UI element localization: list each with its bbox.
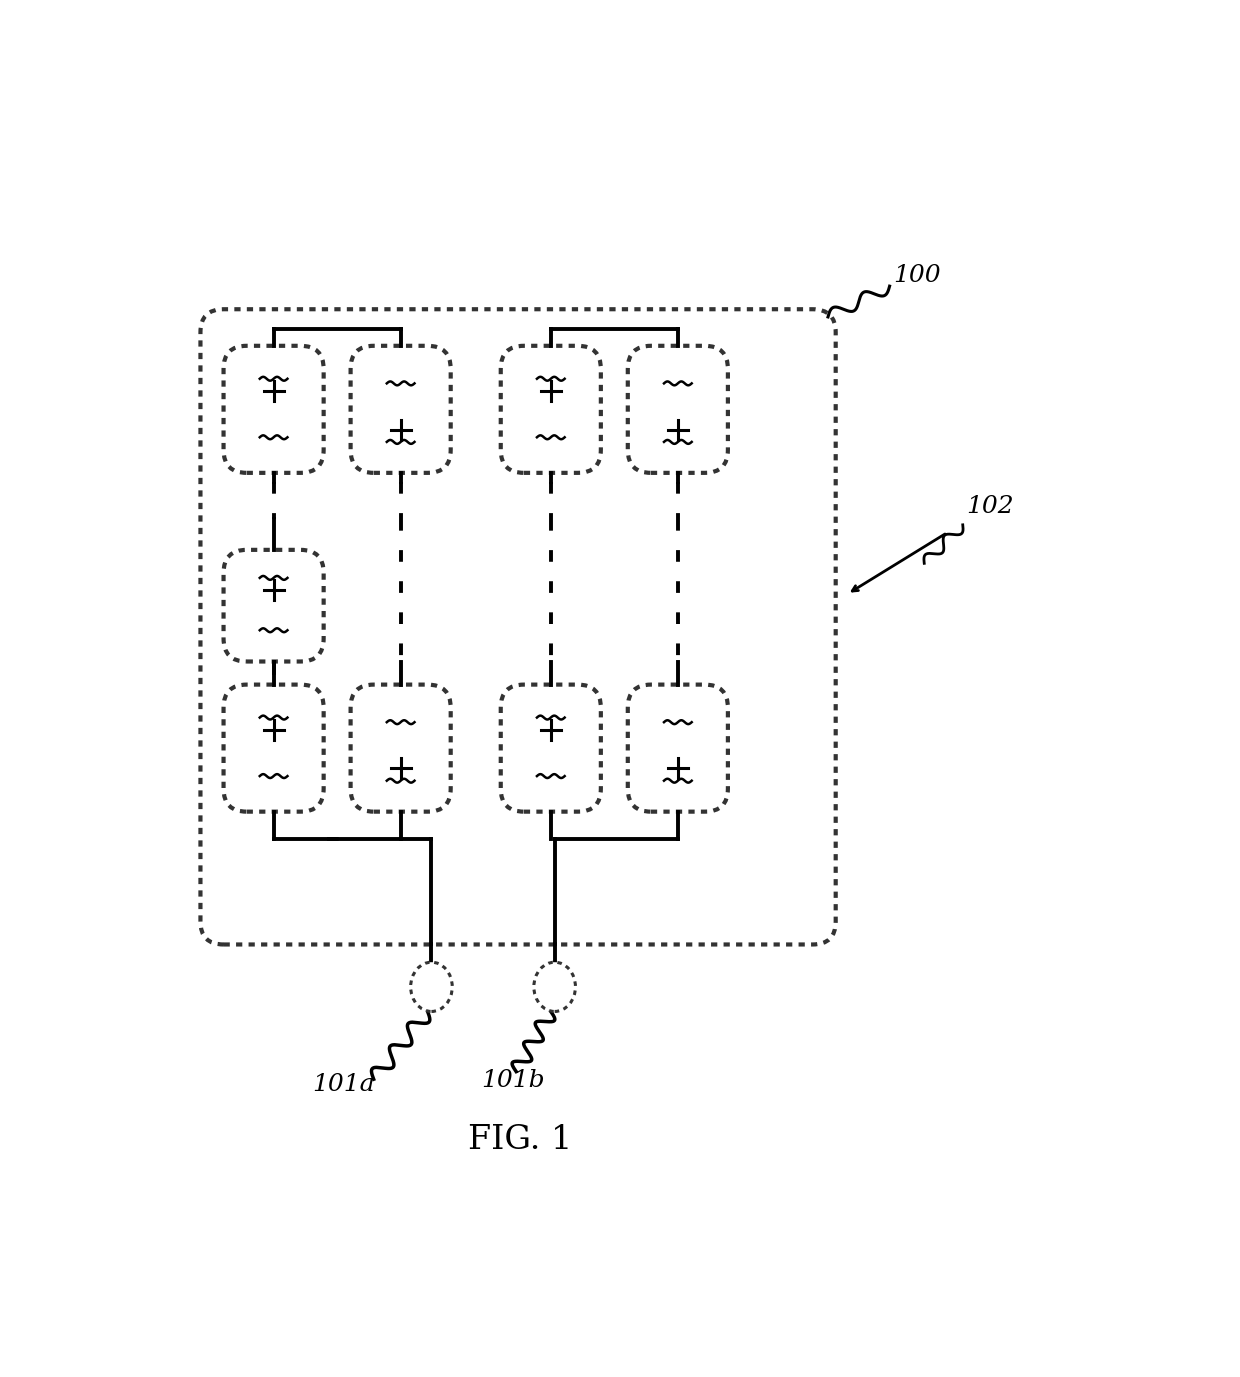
Text: 102: 102	[967, 496, 1014, 518]
FancyBboxPatch shape	[627, 684, 728, 811]
Text: 100: 100	[894, 264, 941, 288]
FancyBboxPatch shape	[223, 684, 324, 811]
Text: 101a: 101a	[312, 1073, 374, 1096]
FancyBboxPatch shape	[627, 346, 728, 472]
Ellipse shape	[534, 963, 575, 1012]
Text: FIG. 1: FIG. 1	[467, 1124, 572, 1155]
FancyBboxPatch shape	[351, 684, 450, 811]
FancyBboxPatch shape	[223, 346, 324, 472]
FancyBboxPatch shape	[501, 346, 601, 472]
FancyBboxPatch shape	[223, 549, 324, 661]
FancyBboxPatch shape	[351, 346, 450, 472]
FancyBboxPatch shape	[501, 684, 601, 811]
FancyBboxPatch shape	[201, 310, 836, 945]
Ellipse shape	[410, 963, 453, 1012]
Text: 101b: 101b	[481, 1069, 546, 1092]
